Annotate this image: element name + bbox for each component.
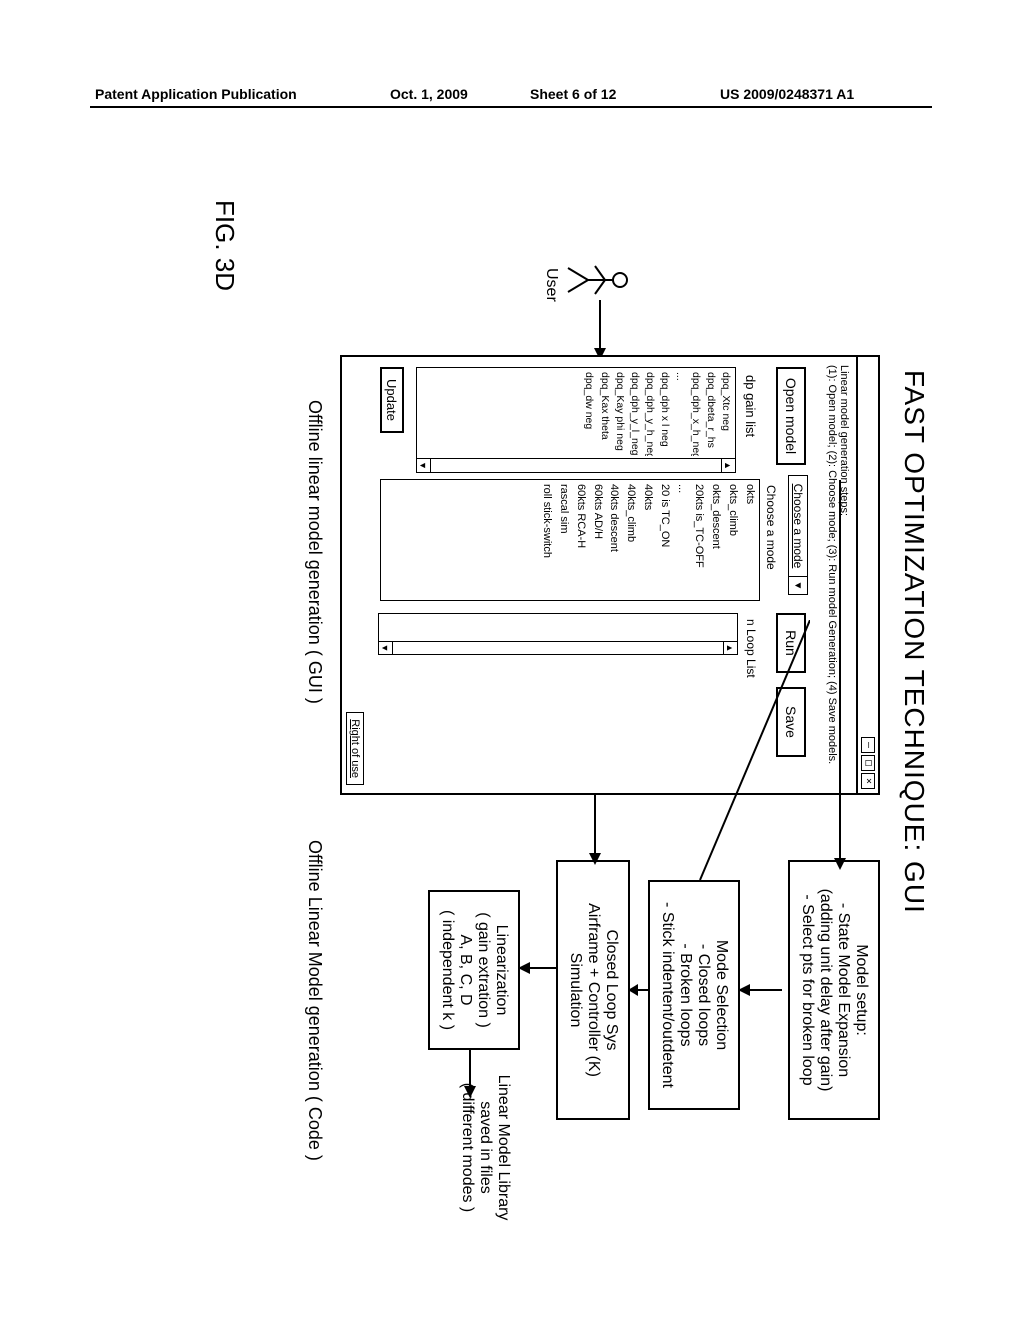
list-item[interactable]: 40kts bbox=[639, 484, 655, 596]
chevron-down-icon[interactable]: ▼ bbox=[789, 576, 807, 594]
model-setup-box: Model setup: - State Model Expansion (ad… bbox=[788, 860, 880, 1120]
loop-list[interactable]: ▲ ▼ bbox=[378, 613, 738, 655]
update-button[interactable]: Update bbox=[380, 367, 404, 433]
box-line: Linear Model Library bbox=[494, 1070, 512, 1225]
arrow-setup-to-mode bbox=[738, 980, 782, 1000]
box-line: Airframe + Controller (K) bbox=[584, 872, 602, 1108]
dp-gain-list-label: dp gain list bbox=[743, 375, 758, 437]
list-item[interactable]: ... bbox=[673, 484, 689, 596]
list-item[interactable]: 20kts is_TC-OFF bbox=[690, 484, 706, 596]
list-item[interactable]: dpq_dw neg bbox=[582, 372, 596, 456]
list-item[interactable]: 20 is TC_ON bbox=[656, 484, 672, 596]
choose-mode-dropdown[interactable]: Choose a mode ▼ bbox=[788, 475, 808, 595]
page-title: FAST OPTIMIZATION TECHNIQUE: GUI bbox=[898, 370, 930, 914]
mode-items: okts okts_climb okts_descent 20kts is_TC… bbox=[383, 484, 757, 596]
scroll-down-icon[interactable]: ▼ bbox=[417, 459, 431, 472]
list-item[interactable]: dpq_dph_y_l_neg bbox=[628, 372, 642, 456]
box-line: Closed Loop Sys bbox=[602, 872, 620, 1108]
user-label: User bbox=[542, 268, 560, 302]
header-pubno: US 2009/0248371 A1 bbox=[720, 86, 854, 102]
box-line: ( independent k ) bbox=[438, 902, 456, 1038]
connector-open-to-setup bbox=[830, 480, 850, 870]
gui-caption: Offline linear model generation ( GUI ) bbox=[304, 400, 325, 704]
arrow-user-to-gui bbox=[590, 300, 610, 360]
connector-choose-to-mode bbox=[690, 620, 810, 890]
box-title: Linearization bbox=[492, 902, 510, 1038]
close-button[interactable]: × bbox=[861, 773, 875, 789]
code-caption: Offline Linear Model generation ( Code ) bbox=[304, 840, 325, 1161]
closed-loop-box: Closed Loop Sys Airframe + Controller (K… bbox=[556, 860, 630, 1120]
box-line: - Select pts for broken loop bbox=[798, 872, 816, 1108]
scroll-down-icon[interactable]: ▼ bbox=[379, 642, 393, 654]
list-item[interactable]: 40kts descent bbox=[606, 484, 622, 596]
minimize-button[interactable]: — bbox=[861, 737, 875, 753]
arrow-closed-to-lin bbox=[518, 958, 556, 978]
scrollbar[interactable]: ▲ ▼ bbox=[379, 641, 737, 654]
diagram-stage: FAST OPTIMIZATION TECHNIQUE: GUI User — … bbox=[80, 160, 940, 1210]
dp-gain-list[interactable]: dpq_Xtc neg dpq_dbeta_r_hs dpq_dph_x_h_n… bbox=[416, 367, 736, 473]
list-item[interactable]: 60kts RCA-H bbox=[572, 484, 588, 596]
list-item[interactable]: dpq_Kax theta bbox=[597, 372, 611, 456]
box-line: - Closed loops bbox=[694, 892, 712, 1098]
arrow-mode-to-closed bbox=[628, 980, 650, 1000]
box-line: Simulation bbox=[566, 872, 584, 1108]
list-item[interactable]: 60kts AD/H bbox=[589, 484, 605, 596]
box-line: - Broken loops bbox=[676, 892, 694, 1098]
header-rule bbox=[90, 106, 932, 108]
list-item[interactable]: roll stick-switch bbox=[538, 484, 554, 596]
linearization-box: Linearization ( gain extration ) A, B, C… bbox=[428, 890, 520, 1050]
box-line: ( gain extration ) bbox=[474, 902, 492, 1038]
header-sheet: Sheet 6 of 12 bbox=[530, 86, 616, 102]
box-title: Mode Selection bbox=[712, 892, 730, 1098]
open-model-button[interactable]: Open model bbox=[776, 367, 806, 465]
right-of-use-link[interactable]: Right of use bbox=[346, 712, 364, 785]
list-item[interactable]: okts bbox=[741, 484, 757, 596]
header-date: Oct. 1, 2009 bbox=[390, 86, 468, 102]
scrollbar[interactable]: ▲ ▼ bbox=[417, 458, 735, 472]
list-item[interactable]: dpq_Xtc neg bbox=[719, 372, 733, 456]
mode-list[interactable]: okts okts_climb okts_descent 20kts is_TC… bbox=[380, 479, 760, 601]
box-line: (adding unit delay after gain) bbox=[816, 872, 834, 1108]
mode-selection-box: Mode Selection - Closed loops - Broken l… bbox=[648, 880, 740, 1110]
list-item[interactable]: okts_climb bbox=[724, 484, 740, 596]
list-item[interactable]: dpq_dbeta_r_hs bbox=[704, 372, 718, 456]
list-item[interactable]: 40kts_climb bbox=[623, 484, 639, 596]
list-item[interactable]: dpq_dph_y_h_neg bbox=[643, 372, 657, 456]
dp-items: dpq_Xtc neg dpq_dbeta_r_hs dpq_dph_x_h_n… bbox=[419, 372, 733, 456]
scroll-up-icon[interactable]: ▲ bbox=[721, 459, 735, 472]
list-item[interactable]: okts_descent bbox=[707, 484, 723, 596]
list-item[interactable]: dpq_dph_x_h_neg bbox=[688, 372, 702, 456]
mode-list-label: Choose a mode bbox=[764, 485, 778, 570]
box-line: A, B, C, D bbox=[456, 902, 474, 1038]
list-item[interactable]: rascal sim bbox=[555, 484, 571, 596]
list-item[interactable]: ... bbox=[673, 372, 687, 456]
box-line: - State Model Expansion bbox=[834, 872, 852, 1108]
figure-label: FIG. 3D bbox=[209, 200, 240, 291]
box-line: - Stick indentent/outdetent bbox=[658, 892, 676, 1098]
list-item[interactable]: dpq_dph x l neg bbox=[658, 372, 672, 456]
arrow-window-to-closed bbox=[585, 795, 605, 865]
box-title: Model setup: bbox=[852, 872, 870, 1108]
titlebar: — □ × bbox=[856, 357, 878, 793]
header-left: Patent Application Publication bbox=[95, 86, 297, 102]
arrow-lin-to-lib bbox=[460, 1050, 480, 1098]
list-item[interactable]: dpq_Kay phi neg bbox=[613, 372, 627, 456]
choose-mode-label: Choose a mode bbox=[791, 476, 805, 576]
maximize-button[interactable]: □ bbox=[861, 755, 875, 771]
